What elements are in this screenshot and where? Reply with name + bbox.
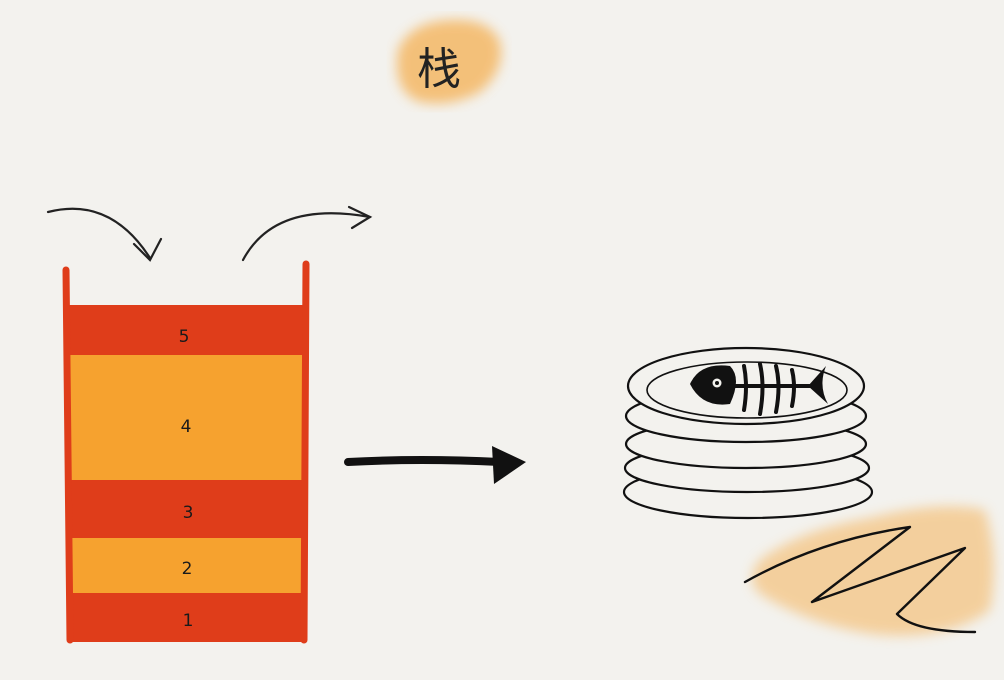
stack-layer-2-label: 2: [182, 559, 193, 579]
title-highlight: [396, 19, 502, 104]
stack-layer-1: [68, 592, 306, 642]
stack-left-wall: [62, 266, 74, 644]
scribble-highlight: [743, 506, 994, 636]
stack-layer-5: [68, 305, 306, 355]
stack-layer-4-label: 4: [181, 417, 192, 437]
stack-container: 5 4 3 2 1: [62, 260, 310, 644]
stack-layer-1-label: 1: [183, 611, 194, 631]
stack-layer-5-label: 5: [179, 327, 190, 347]
stack-layer-3: [68, 480, 304, 538]
right-arrow-icon: [344, 446, 526, 484]
fish-bone-icon: [690, 362, 828, 416]
curved-arrow-up-icon: [241, 205, 373, 262]
stacked-plates-icon: [622, 346, 874, 520]
page-title: 栈: [417, 44, 461, 95]
stack-layer-2: [72, 538, 302, 593]
stack-layer-3-label: 3: [183, 503, 194, 523]
curved-arrow-down-icon: [46, 207, 163, 262]
stack-right-wall: [300, 260, 310, 644]
stack-layer-4: [70, 354, 304, 480]
